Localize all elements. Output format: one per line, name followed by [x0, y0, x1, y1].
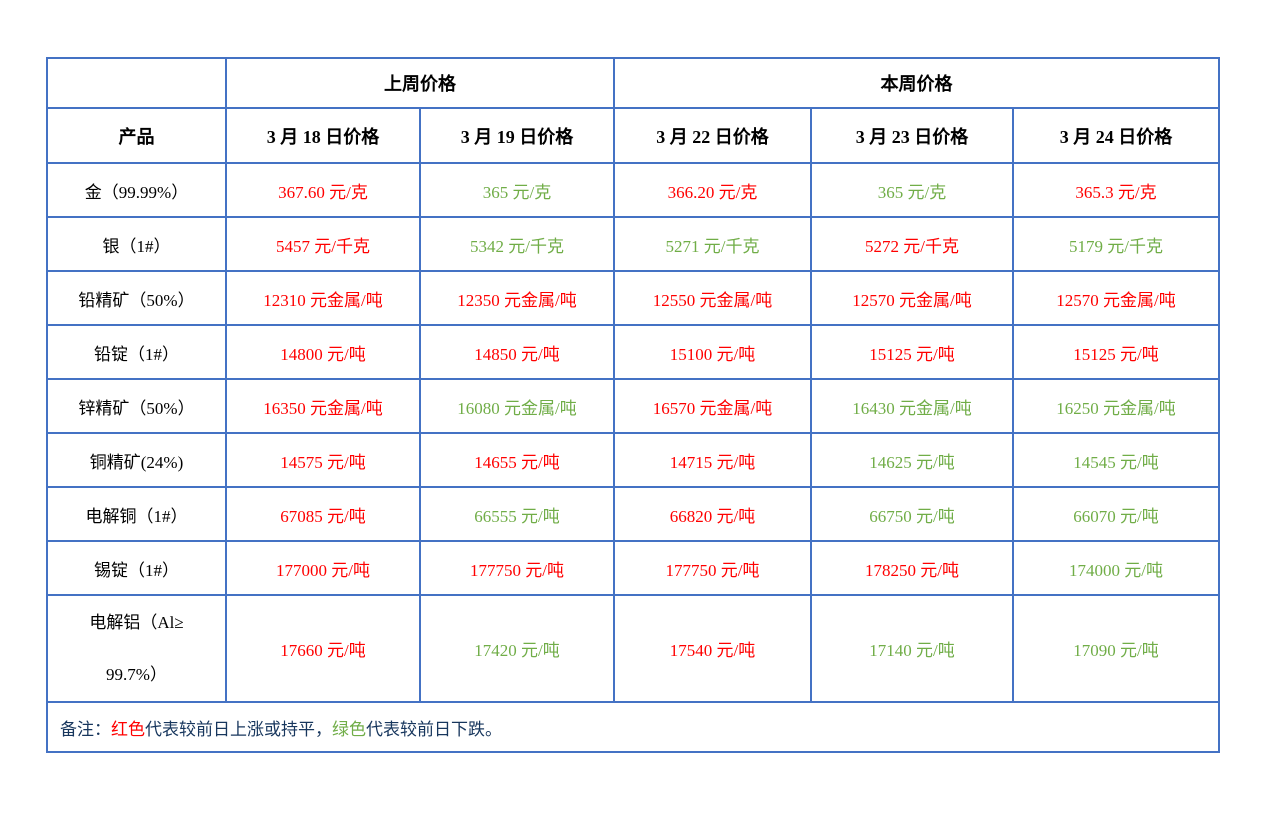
column-header-mar22: 3 月 22 日价格 — [613, 107, 812, 164]
price-cell: 17420 元/吨 — [419, 594, 615, 703]
price-cell: 15125 元/吨 — [1011, 324, 1221, 380]
price-cell: 365 元/克 — [419, 162, 615, 218]
price-cell: 5271 元/千克 — [613, 216, 812, 272]
price-cell: 16350 元金属/吨 — [225, 378, 421, 434]
price-cell: 174000 元/吨 — [1011, 540, 1221, 596]
price-cell: 177750 元/吨 — [613, 540, 812, 596]
product-cell: 金（99.99%） — [46, 162, 227, 218]
price-cell: 367.60 元/克 — [225, 162, 421, 218]
note-green-desc: 代表较前日下跌。 — [366, 719, 502, 739]
price-cell: 365 元/克 — [810, 162, 1014, 218]
price-table-container: 上周价格 本周价格 产品 3 月 18 日价格 3 月 19 日价格 3 月 2… — [45, 57, 1221, 753]
price-cell: 17540 元/吨 — [613, 594, 812, 703]
price-cell: 5457 元/千克 — [225, 216, 421, 272]
corner-cell — [46, 57, 227, 109]
product-cell: 电解铜（1#） — [46, 486, 227, 542]
column-header-mar23: 3 月 23 日价格 — [810, 107, 1014, 164]
price-cell: 14625 元/吨 — [810, 432, 1014, 488]
price-cell: 14655 元/吨 — [419, 432, 615, 488]
price-cell: 16250 元金属/吨 — [1011, 378, 1221, 434]
price-cell: 66555 元/吨 — [419, 486, 615, 542]
product-cell: 电解铝（Al≥ 99.7%） — [46, 594, 227, 703]
note-red-desc: 代表较前日上涨或持平， — [145, 719, 332, 739]
table-row: 铅精矿（50%） 12310 元金属/吨 12350 元金属/吨 12550 元金属/… — [46, 270, 1221, 326]
table-row: 锡锭（1#） 177000 元/吨 177750 元/吨 177750 元/吨 1782… — [46, 540, 1221, 596]
note-prefix: 备注： — [60, 719, 111, 739]
price-cell: 12570 元金属/吨 — [810, 270, 1014, 326]
column-header-mar19: 3 月 19 日价格 — [419, 107, 615, 164]
last-week-header: 上周价格 — [225, 57, 615, 109]
price-table: 上周价格 本周价格 产品 3 月 18 日价格 3 月 19 日价格 3 月 2… — [45, 57, 1221, 753]
price-cell: 14545 元/吨 — [1011, 432, 1221, 488]
product-cell: 铅锭（1#） — [46, 324, 227, 380]
price-cell: 12310 元金属/吨 — [225, 270, 421, 326]
price-cell: 5179 元/千克 — [1011, 216, 1221, 272]
table-row: 电解铜（1#） 67085 元/吨 66555 元/吨 66820 元/吨 66750 … — [46, 486, 1221, 542]
product-cell: 锌精矿（50%） — [46, 378, 227, 434]
price-cell: 5342 元/千克 — [419, 216, 615, 272]
price-cell: 177000 元/吨 — [225, 540, 421, 596]
product-cell: 锡锭（1#） — [46, 540, 227, 596]
price-cell: 12350 元金属/吨 — [419, 270, 615, 326]
table-row: 金（99.99%） 367.60 元/克 365 元/克 366.20 元/克 365 … — [46, 162, 1221, 218]
price-cell: 5272 元/千克 — [810, 216, 1014, 272]
price-cell: 16080 元金属/吨 — [419, 378, 615, 434]
table-row: 电解铝（Al≥ 99.7%） 17660 元/吨 17420 元/吨 17540 元/吨… — [46, 594, 1221, 703]
price-cell: 14850 元/吨 — [419, 324, 615, 380]
price-cell: 67085 元/吨 — [225, 486, 421, 542]
price-cell: 16430 元金属/吨 — [810, 378, 1014, 434]
column-header-mar24: 3 月 24 日价格 — [1011, 107, 1221, 164]
price-cell: 15125 元/吨 — [810, 324, 1014, 380]
price-cell: 17140 元/吨 — [810, 594, 1014, 703]
price-cell: 66820 元/吨 — [613, 486, 812, 542]
note-row: 备注：红色代表较前日上涨或持平，绿色代表较前日下跌。 — [45, 701, 1221, 753]
table-row: 铅锭（1#） 14800 元/吨 14850 元/吨 15100 元/吨 15125 元… — [46, 324, 1221, 380]
price-cell: 14715 元/吨 — [613, 432, 812, 488]
price-cell: 178250 元/吨 — [810, 540, 1014, 596]
column-header-mar18: 3 月 18 日价格 — [225, 107, 421, 164]
table-row: 银（1#） 5457 元/千克 5342 元/千克 5271 元/千克 5272 元/千… — [46, 216, 1221, 272]
table-row: 铜精矿(24%) 14575 元/吨 14655 元/吨 14715 元/吨 14625… — [46, 432, 1221, 488]
note-green-label: 绿色 — [332, 719, 366, 739]
group-header-row: 上周价格 本周价格 — [46, 57, 1221, 109]
price-cell: 365.3 元/克 — [1011, 162, 1221, 218]
note-red-label: 红色 — [111, 719, 145, 739]
product-cell: 铅精矿（50%） — [46, 270, 227, 326]
price-cell: 17090 元/吨 — [1011, 594, 1221, 703]
price-cell: 366.20 元/克 — [613, 162, 812, 218]
column-header-row: 产品 3 月 18 日价格 3 月 19 日价格 3 月 22 日价格 3 月 … — [46, 107, 1221, 164]
price-cell: 17660 元/吨 — [225, 594, 421, 703]
price-cell: 66750 元/吨 — [810, 486, 1014, 542]
price-cell: 66070 元/吨 — [1011, 486, 1221, 542]
price-cell: 14800 元/吨 — [225, 324, 421, 380]
table-row: 锌精矿（50%） 16350 元金属/吨 16080 元金属/吨 16570 元金属/… — [46, 378, 1221, 434]
price-cell: 16570 元金属/吨 — [613, 378, 812, 434]
column-header-product: 产品 — [46, 107, 227, 164]
product-cell: 铜精矿(24%) — [46, 432, 227, 488]
price-cell: 14575 元/吨 — [225, 432, 421, 488]
note-cell: 备注：红色代表较前日上涨或持平，绿色代表较前日下跌。 — [45, 701, 1221, 753]
price-rows: 金（99.99%） 367.60 元/克 365 元/克 366.20 元/克 365 … — [46, 162, 1221, 703]
product-cell: 银（1#） — [46, 216, 227, 272]
this-week-header: 本周价格 — [612, 57, 1221, 109]
price-cell: 12570 元金属/吨 — [1011, 270, 1221, 326]
price-cell: 15100 元/吨 — [613, 324, 812, 380]
price-cell: 177750 元/吨 — [419, 540, 615, 596]
price-cell: 12550 元金属/吨 — [613, 270, 812, 326]
